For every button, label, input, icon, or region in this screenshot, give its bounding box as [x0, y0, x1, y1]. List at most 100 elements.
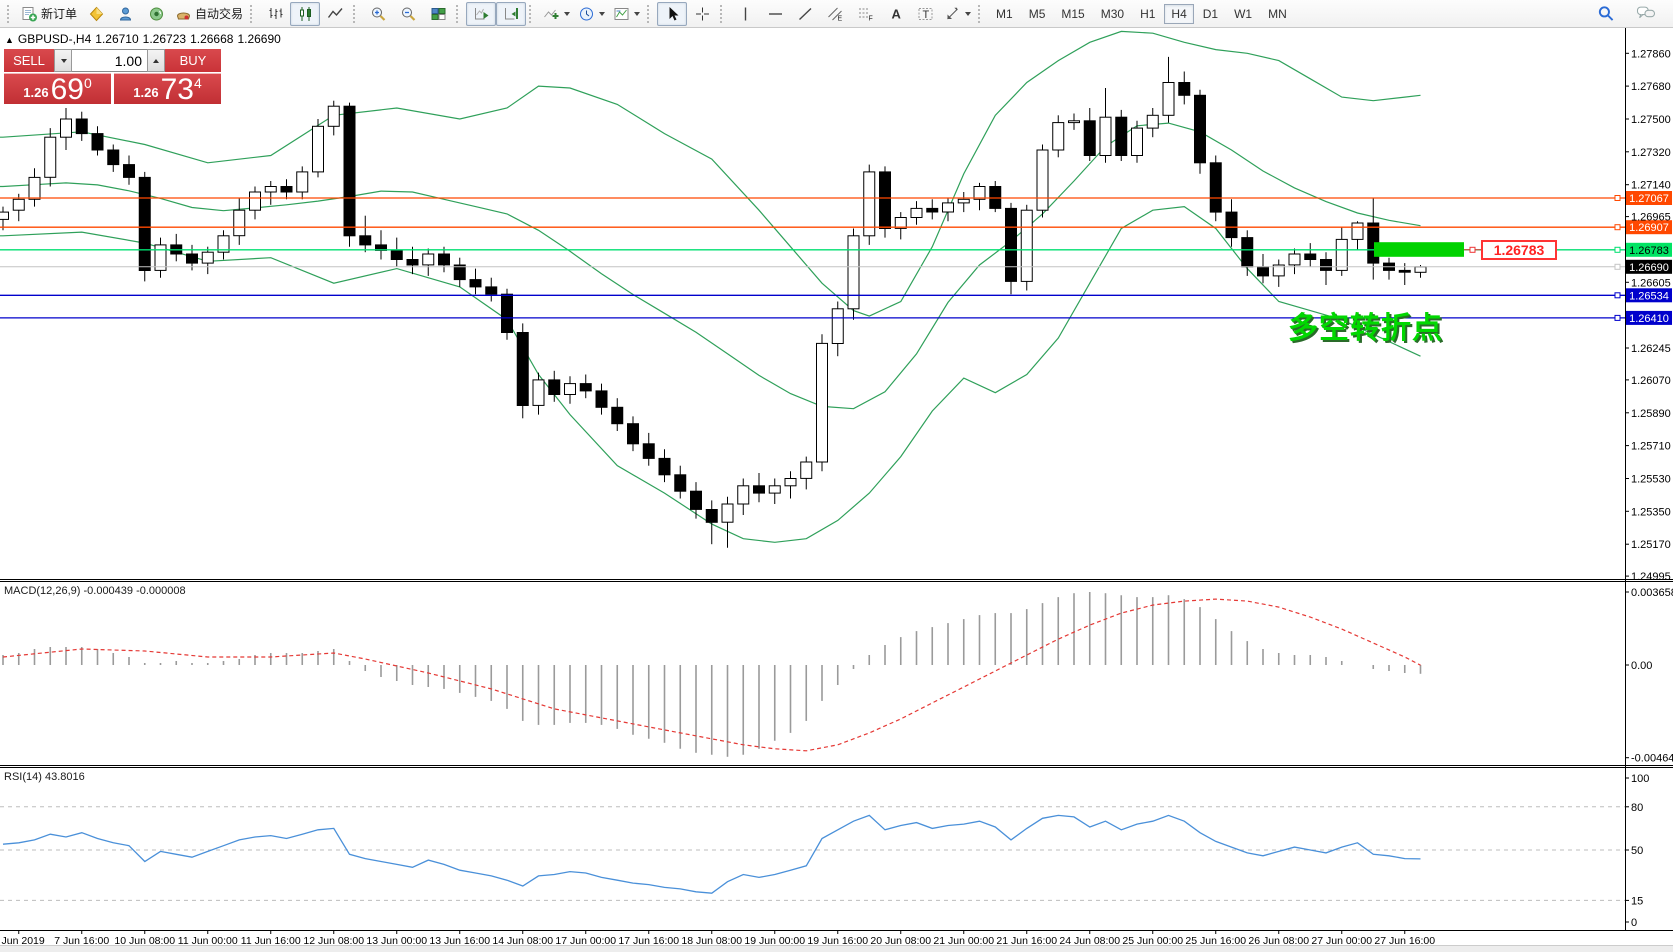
svg-text:1.25170: 1.25170	[1631, 539, 1671, 551]
toolbar-profiles-icon[interactable]	[111, 2, 141, 26]
toolbar-grip	[7, 4, 12, 23]
svg-text:19 Jun 00:00: 19 Jun 00:00	[744, 935, 805, 947]
volume-input[interactable]	[72, 49, 147, 72]
toolbar-fibonacci-icon[interactable]: F	[850, 2, 880, 26]
macd-name: MACD(12,26,9)	[4, 585, 81, 597]
svg-text:25 Jun 00:00: 25 Jun 00:00	[1122, 935, 1183, 947]
tf-h4[interactable]: H4	[1164, 3, 1194, 24]
svg-text:1.26070: 1.26070	[1631, 375, 1671, 387]
toolbar-trendline-icon[interactable]	[790, 2, 820, 26]
volume-decrease-button[interactable]	[54, 49, 72, 72]
svg-text:1.26534: 1.26534	[1629, 290, 1669, 302]
tf-mn[interactable]: MN	[1268, 6, 1287, 21]
sell-button[interactable]: SELL	[4, 49, 54, 72]
svg-text:1.26605: 1.26605	[1631, 277, 1671, 289]
svg-text:1.26965: 1.26965	[1631, 212, 1671, 224]
sell-price-display[interactable]: 1.26 69 0	[4, 73, 111, 105]
toolbar: 新订单 自动交易 E F A T M1 M5 M15 M30 H1 H4 D1 W1 MN	[0, 0, 1673, 28]
tf-h1[interactable]: H1	[1140, 6, 1156, 21]
svg-text:-0.004645: -0.004645	[1631, 753, 1673, 765]
search-icon[interactable]	[1591, 2, 1621, 26]
toolbar-crosshair-icon[interactable]	[687, 2, 717, 26]
svg-text:1.26783: 1.26783	[1629, 245, 1669, 257]
svg-text:7 Jun 2019: 7 Jun 2019	[0, 935, 45, 947]
bar-high: 1.26723	[142, 32, 187, 46]
toolbar-vertical-line-icon[interactable]	[730, 2, 760, 26]
chat-icon[interactable]	[1631, 2, 1661, 26]
toolbar-zoom-out-icon[interactable]	[393, 2, 423, 26]
svg-text:15: 15	[1631, 895, 1643, 907]
price-level-flag[interactable]: 1.26783	[1481, 240, 1557, 260]
svg-text:24 Jun 08:00: 24 Jun 08:00	[1059, 935, 1120, 947]
buy-button[interactable]: BUY	[165, 49, 221, 72]
one-click-trading-panel: SELL BUY 1.26 69 0 1.26 73 4	[4, 49, 221, 106]
svg-text:26 Jun 08:00: 26 Jun 08:00	[1248, 935, 1309, 947]
macd-panel[interactable]: 0.003658 0.00 -0.004645	[2, 587, 1673, 765]
chart-annotation-text[interactable]: 多空转折点	[1288, 312, 1443, 345]
svg-text:1.27680: 1.27680	[1631, 81, 1671, 93]
svg-text:17 Jun 16:00: 17 Jun 16:00	[618, 935, 679, 947]
toolbar-periods-icon[interactable]	[574, 2, 609, 26]
macd-label: MACD(12,26,9) -0.000439 -0.000008	[4, 585, 186, 597]
volume-increase-button[interactable]	[147, 49, 165, 72]
tf-w1[interactable]: W1	[1234, 6, 1253, 21]
tf-m30[interactable]: M30	[1100, 6, 1125, 21]
toolbar-candlestick-icon[interactable]	[290, 1, 321, 26]
toolbar-text-label-icon[interactable]: T	[910, 2, 940, 26]
svg-text:13 Jun 00:00: 13 Jun 00:00	[366, 935, 427, 947]
rsi-name: RSI(14)	[4, 771, 42, 783]
toolbar-text-icon[interactable]: A	[880, 2, 910, 26]
svg-text:100: 100	[1631, 773, 1649, 785]
price-axis[interactable]: 1.27860 1.27680 1.27500 1.27320 1.27140 1.269…	[1625, 48, 1671, 583]
candlesticks	[0, 56, 1427, 548]
toolbar-zoom-in-icon[interactable]	[363, 2, 393, 26]
toolbar-grip	[720, 4, 725, 23]
svg-text:17 Jun 00:00: 17 Jun 00:00	[555, 935, 616, 947]
svg-text:18 Jun 08:00: 18 Jun 08:00	[681, 935, 742, 947]
bar-close: 1.26690	[237, 32, 281, 46]
toolbar-equidistant-channel-icon[interactable]: E	[820, 2, 850, 26]
bar-low: 1.26668	[190, 32, 234, 46]
macd-value-2: -0.000008	[136, 585, 186, 597]
svg-text:27 Jun 16:00: 27 Jun 16:00	[1374, 935, 1435, 947]
drawn-objects[interactable]	[1374, 242, 1481, 257]
svg-text:13 Jun 16:00: 13 Jun 16:00	[429, 935, 490, 947]
svg-text:1.27140: 1.27140	[1631, 180, 1671, 192]
tf-m5[interactable]: M5	[1028, 6, 1046, 21]
svg-text:A: A	[891, 6, 901, 21]
toolbar-tile-windows-icon[interactable]	[423, 2, 453, 26]
buy-price-main: 1.26	[133, 85, 159, 100]
macd-value-1: -0.000439	[83, 585, 134, 597]
toolbar-new-order-icon[interactable]: 新订单	[17, 2, 81, 26]
toolbar-arrows-icon[interactable]	[940, 2, 975, 26]
buy-price-big: 73	[160, 73, 194, 106]
svg-text:12 Jun 08:00: 12 Jun 08:00	[303, 935, 364, 947]
buy-price-display[interactable]: 1.26 73 4	[114, 73, 221, 106]
svg-text:25 Jun 16:00: 25 Jun 16:00	[1185, 935, 1246, 947]
tf-m15[interactable]: M15	[1061, 6, 1085, 21]
svg-text:T: T	[922, 9, 929, 21]
svg-text:1.27320: 1.27320	[1631, 147, 1671, 159]
rsi-panel[interactable]: 100 80 50 15 0	[0, 773, 1649, 929]
toolbar-chart-shift-icon[interactable]	[496, 1, 527, 26]
toolbar-cursor-icon[interactable]	[657, 1, 688, 26]
toolbar-templates-icon[interactable]	[609, 2, 644, 26]
toolbar-autotrading-icon[interactable]: 自动交易	[171, 2, 247, 26]
collapse-panel-icon[interactable]: ▲	[5, 35, 14, 45]
tf-m1[interactable]: M1	[996, 6, 1013, 21]
toolbar-auto-scroll-icon[interactable]	[466, 1, 497, 26]
toolbar-data-window-icon[interactable]	[141, 2, 171, 26]
toolbar-horizontal-line-icon[interactable]	[760, 2, 790, 26]
svg-text:1.24995: 1.24995	[1631, 571, 1671, 583]
level-lines[interactable]: 1.27067 1.26907 1.26783 1.26690 1.26534 1.264…	[0, 191, 1672, 325]
svg-text:1.26690: 1.26690	[1629, 262, 1669, 274]
tf-d1[interactable]: D1	[1202, 6, 1219, 21]
svg-text:50: 50	[1631, 845, 1643, 857]
toolbar-line-chart-icon[interactable]	[320, 2, 350, 26]
toolbar-indicators-icon[interactable]	[539, 2, 574, 26]
toolbar-bar-chart-icon[interactable]	[260, 2, 290, 26]
svg-text:11 Jun 00:00: 11 Jun 00:00	[178, 935, 238, 947]
toolbar-metaeditor-icon[interactable]	[81, 2, 111, 26]
